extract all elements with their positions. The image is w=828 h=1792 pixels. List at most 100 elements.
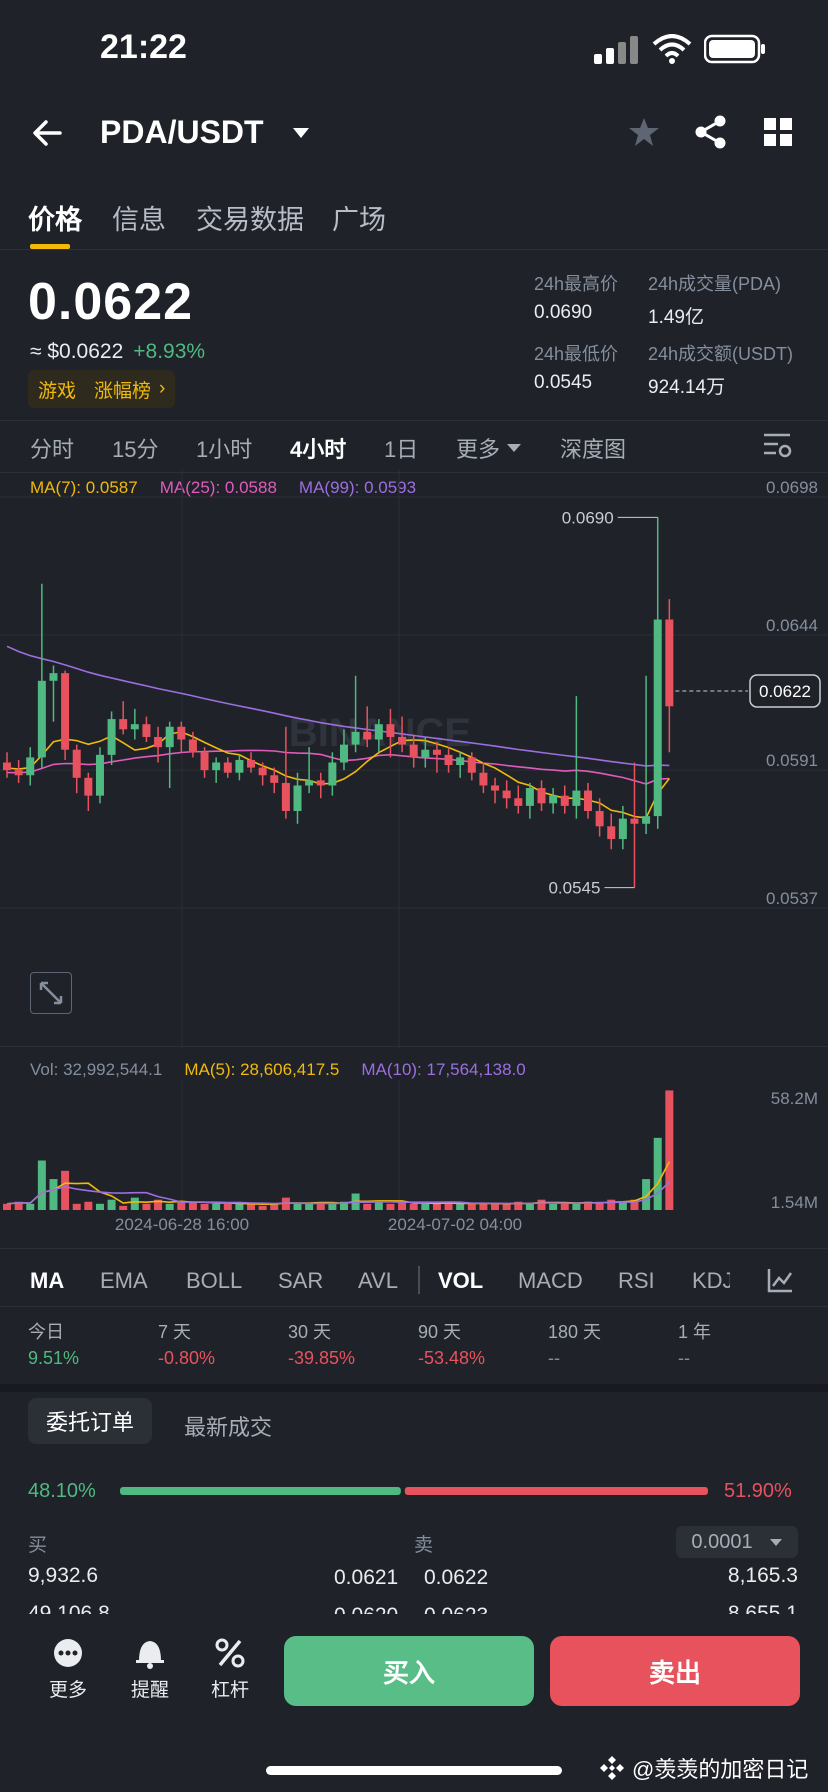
star-icon[interactable] xyxy=(628,116,660,148)
volume-bar xyxy=(549,1203,558,1210)
candle-body xyxy=(607,826,616,840)
volume-bar xyxy=(386,1203,395,1210)
volume-chart: 58.2M 1.54M 2024-06-28 16:00 2024-07-02 04:… xyxy=(3,1080,818,1234)
tag-category: 游戏 xyxy=(38,380,77,402)
tab-recent-trades[interactable]: 最新成交 xyxy=(184,1415,273,1440)
volume-bar xyxy=(305,1203,314,1210)
indicator-macd[interactable]: MACD xyxy=(518,1268,583,1293)
candle-body xyxy=(177,726,186,740)
perf-value: -0.80% xyxy=(158,1348,216,1368)
tab-order-book[interactable]: 委托订单 xyxy=(28,1398,152,1444)
volume-bar xyxy=(607,1199,616,1210)
battery-icon xyxy=(704,34,765,64)
category-tag[interactable]: 游戏 涨幅榜 › xyxy=(28,370,176,408)
indicator-rsi[interactable]: RSI xyxy=(618,1268,655,1293)
volume-bar xyxy=(72,1203,81,1210)
indicator-vol[interactable]: VOL xyxy=(438,1268,484,1293)
indicator-settings-icon[interactable] xyxy=(766,1266,794,1294)
low-marker-label: 0.0545 xyxy=(548,879,600,898)
high-low-markers: 0.0690 0.0545 0.0622 xyxy=(548,508,821,898)
home-indicator xyxy=(266,1766,562,1775)
interval-more[interactable]: 更多 xyxy=(456,432,522,464)
alert-label: 提醒 xyxy=(130,1680,169,1701)
volume-bar xyxy=(119,1205,128,1210)
usd-price: ≈ $0.0622 xyxy=(30,340,124,363)
grid-menu-icon[interactable] xyxy=(764,118,792,146)
price-axis: 0.0698 0.0644 0.0591 0.0537 xyxy=(766,478,818,908)
volume-bar xyxy=(491,1203,500,1210)
chart-settings-icon[interactable] xyxy=(762,432,792,460)
ma25-legend: MA(25): 0.0588 xyxy=(159,478,277,497)
indicator-kdj[interactable]: KDJ xyxy=(692,1268,730,1293)
volume-bar xyxy=(618,1201,627,1210)
ma99-path xyxy=(6,645,670,767)
caret-down-icon[interactable] xyxy=(292,127,310,139)
candle-body xyxy=(479,772,488,786)
price-change: +8.93% xyxy=(133,340,206,363)
volume-bar xyxy=(653,1137,662,1210)
status-bar: 21:22 xyxy=(0,0,828,96)
alert-button[interactable]: 提醒 xyxy=(122,1636,178,1702)
tab-price[interactable]: 价格 xyxy=(28,205,82,235)
binance-logo-icon xyxy=(600,1756,624,1780)
tab-info[interactable]: 信息 xyxy=(112,205,166,235)
interval-4h[interactable]: 4小时 xyxy=(290,437,347,462)
price-axis-label: 0.0537 xyxy=(766,889,818,908)
volume-bar xyxy=(328,1203,337,1210)
buy-button[interactable]: 买入 xyxy=(284,1636,534,1706)
interval-1h[interactable]: 1小时 xyxy=(196,437,253,462)
candle-body xyxy=(398,736,407,745)
buy-ratio-fill xyxy=(120,1487,401,1495)
bid-price[interactable]: 0.0621 xyxy=(334,1566,399,1589)
volume-bar xyxy=(293,1203,302,1210)
candle-body xyxy=(247,759,256,768)
volume-bar xyxy=(398,1201,407,1210)
share-icon[interactable] xyxy=(694,114,728,150)
candle-body xyxy=(525,788,534,806)
tab-trading-data[interactable]: 交易数据 xyxy=(196,205,304,235)
interval-line[interactable]: 分时 xyxy=(30,437,75,462)
volume-bar xyxy=(479,1203,488,1210)
volume-bar xyxy=(212,1203,221,1210)
fullscreen-button[interactable] xyxy=(30,972,72,1014)
sell-button[interactable]: 卖出 xyxy=(550,1636,800,1706)
ask-price[interactable]: 0.0622 xyxy=(424,1566,489,1589)
candle-body xyxy=(270,775,279,783)
price-axis-label: 0.0591 xyxy=(766,751,818,770)
divider xyxy=(0,420,828,421)
candle-body xyxy=(665,619,674,707)
candle-body xyxy=(49,673,58,681)
indicator-avl[interactable]: AVL xyxy=(358,1268,398,1293)
candle-body xyxy=(584,790,592,811)
divider xyxy=(0,472,828,473)
candle-body xyxy=(363,731,372,740)
indicator-sar[interactable]: SAR xyxy=(278,1268,324,1293)
volume-bar xyxy=(467,1203,476,1210)
volume-bar xyxy=(258,1205,267,1210)
percent-icon xyxy=(215,1638,245,1668)
indicator-separator xyxy=(418,1266,420,1294)
pair-title[interactable]: PDA/USDT xyxy=(100,114,264,150)
more-button[interactable]: 更多 xyxy=(40,1636,96,1702)
wifi-icon xyxy=(652,34,692,64)
depth-chart-tab[interactable]: 深度图 xyxy=(560,437,627,462)
interval-more-label: 更多 xyxy=(456,437,501,462)
interval-1d[interactable]: 1日 xyxy=(384,437,419,462)
volume-bars xyxy=(3,1090,674,1210)
tab-square[interactable]: 广场 xyxy=(332,205,386,235)
price-axis-label: 0.0644 xyxy=(766,616,818,635)
volume-bar xyxy=(95,1203,104,1210)
volume-bar xyxy=(281,1197,290,1210)
indicator-ma[interactable]: MA xyxy=(30,1268,65,1293)
back-arrow-icon[interactable] xyxy=(32,118,64,148)
volume-bar xyxy=(409,1203,418,1210)
precision-select[interactable]: 0.0001 xyxy=(676,1526,798,1558)
interval-15m[interactable]: 15分 xyxy=(112,437,159,462)
indicator-ema[interactable]: EMA xyxy=(100,1268,148,1293)
leverage-button[interactable]: 杠杆 xyxy=(202,1636,258,1702)
indicator-boll[interactable]: BOLL xyxy=(186,1268,243,1293)
candle-body xyxy=(386,724,395,737)
time-axis-label: 2024-06-28 16:00 xyxy=(115,1215,249,1234)
volume-bar xyxy=(188,1201,197,1210)
